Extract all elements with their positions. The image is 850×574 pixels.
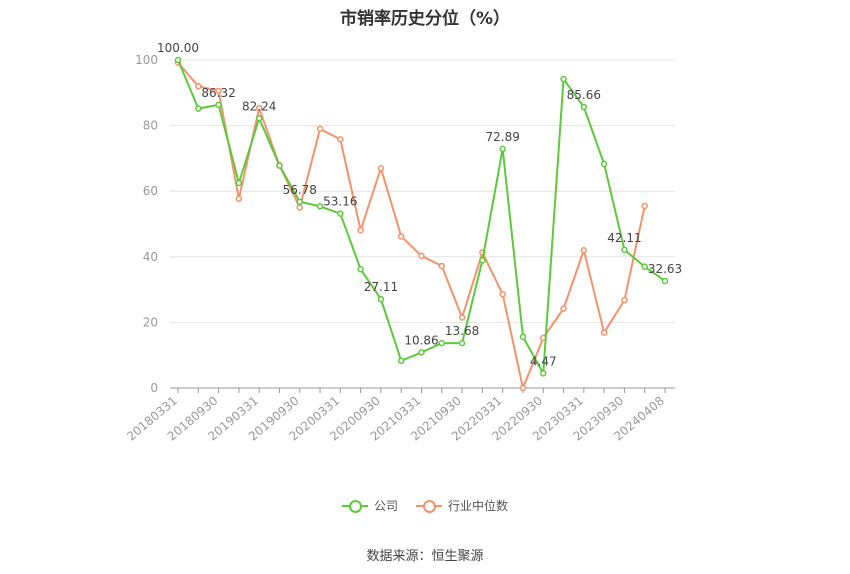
data-point (235, 179, 243, 187)
data-point (418, 349, 425, 356)
data-point (438, 262, 446, 270)
legend: 公司 行业中位数 (0, 497, 850, 514)
data-label: 32.63 (648, 262, 682, 276)
data-point (540, 370, 547, 377)
data-point (377, 295, 385, 303)
y-tick-label: 20 (143, 315, 158, 329)
legend-label-industry-median: 行业中位数 (448, 499, 509, 513)
data-point (519, 333, 527, 341)
data-point (316, 125, 324, 133)
legend-swatch-industry-median (416, 499, 442, 513)
data-label: 56.78 (283, 183, 317, 197)
data-point (276, 162, 283, 169)
data-point (215, 101, 222, 109)
data-label: 86.32 (201, 86, 235, 100)
legend-item-industry-median[interactable]: 行业中位数 (416, 497, 508, 514)
y-tick-label: 80 (143, 119, 158, 133)
data-point (661, 277, 669, 285)
series-layer (174, 56, 669, 392)
data-point (337, 136, 344, 143)
data-point (255, 115, 263, 122)
data-label: 13.68 (445, 324, 479, 338)
data-point (357, 266, 364, 273)
data-point (641, 263, 648, 270)
data-point (600, 160, 608, 168)
data-labels: 100.00 86.32 82.24 56.78 53.16 27.11 10.86 13.6… (157, 41, 682, 368)
data-point (458, 314, 466, 321)
data-point (499, 290, 506, 298)
y-tick-label: 100 (135, 53, 158, 67)
data-label: 27.11 (364, 280, 398, 294)
data-point (377, 164, 385, 172)
y-tick-label: 60 (143, 184, 158, 198)
data-source: 数据来源：恒生聚源 (366, 549, 484, 564)
data-label: 10.86 (404, 333, 438, 347)
data-point (600, 329, 608, 336)
series-line (177, 61, 646, 389)
data-point (357, 226, 364, 234)
data-point (215, 87, 222, 95)
chart-title: 市销率历史分位（%） (339, 9, 511, 29)
legend-label-company: 公司 (373, 499, 398, 513)
data-point (174, 56, 182, 64)
data-point (195, 82, 202, 90)
data-point (235, 195, 243, 202)
data-point (621, 296, 628, 304)
data-point (438, 339, 446, 347)
data-point (255, 104, 263, 112)
data-label: 4.47 (530, 354, 557, 368)
data-label: 42.11 (607, 231, 641, 245)
data-point (397, 357, 405, 365)
data-point (418, 252, 425, 260)
data-point (479, 257, 486, 264)
data-point (195, 105, 202, 112)
data-label: 82.24 (242, 99, 276, 113)
y-tick-label: 0 (150, 381, 158, 395)
legend-item-company[interactable]: 公司 (341, 497, 398, 514)
data-point (560, 305, 567, 312)
data-point (519, 384, 527, 392)
data-point (296, 198, 303, 206)
data-label: 100.00 (157, 41, 199, 55)
data-label: 72.89 (485, 130, 519, 144)
data-point (580, 103, 588, 111)
data-point (337, 210, 344, 217)
data-point (580, 246, 588, 254)
legend-swatch-company (341, 499, 368, 513)
data-point (316, 203, 324, 210)
data-point (499, 145, 506, 153)
axes: 0204060801002018033120180930201903312019… (124, 53, 675, 444)
data-point (296, 204, 303, 211)
data-point (621, 246, 628, 254)
data-point (397, 233, 405, 240)
y-tick-label: 40 (143, 250, 158, 264)
data-point (641, 202, 648, 210)
data-label: 53.16 (323, 195, 357, 209)
data-point (560, 75, 567, 83)
data-point (458, 339, 466, 347)
data-label: 85.66 (567, 88, 601, 102)
